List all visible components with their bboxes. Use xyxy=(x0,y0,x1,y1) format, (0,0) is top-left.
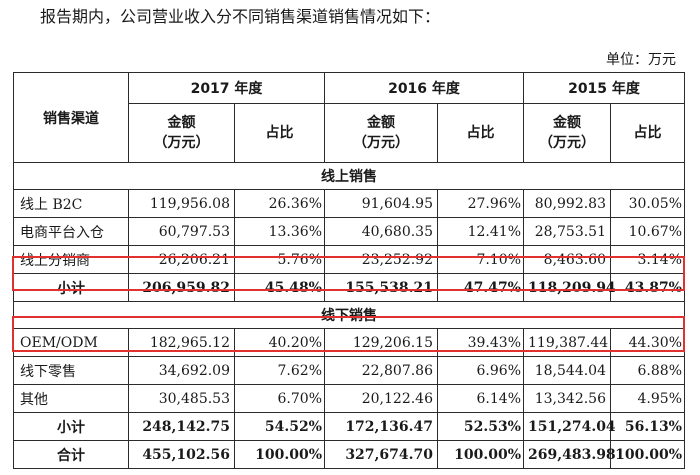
table-row: 线下零售 34,692.09 7.62% 22,807.86 6.96% 18,54… xyxy=(13,356,685,385)
subtotal-row-offline: 小计 248,142.75 54.52% 172,136.47 52.53% 151… xyxy=(13,412,685,441)
header-share: 占比 xyxy=(234,103,325,163)
header-year-2015: 2015 年度 xyxy=(523,72,685,104)
header-year-2017: 2017 年度 xyxy=(128,72,325,104)
section-online: 线上销售 xyxy=(13,162,685,190)
header-amount: 金额 （万元） xyxy=(523,103,611,163)
header-channel: 销售渠道 xyxy=(13,72,129,163)
header-share: 占比 xyxy=(437,103,524,163)
total-row: 合计 455,102.56 100.00% 327,674.70 100.00% 2… xyxy=(13,440,685,469)
header-amount: 金额 （万元） xyxy=(128,103,235,163)
table-row: 线上 B2C 119,956.08 26.36% 91,604.95 27.96% … xyxy=(13,189,685,218)
section-offline: 线下销售 xyxy=(13,301,685,329)
header-share: 占比 xyxy=(610,103,685,163)
intro-text: 报告期内，公司营业收入分不同销售渠道销售情况如下： xyxy=(40,7,441,26)
header-year-2016: 2016 年度 xyxy=(324,72,524,104)
table-row: OEM/ODM 182,965.12 40.20% 129,206.15 39.43… xyxy=(13,328,685,357)
table-row: 电商平台入仓 60,797.53 13.36% 40,680.35 12.41% 2… xyxy=(13,217,685,246)
table-row: 其他 30,485.53 6.70% 20,122.46 6.14% 13,342.… xyxy=(13,384,685,413)
unit-label: 单位：万元 xyxy=(606,52,676,68)
subtotal-row-online: 小计 206,959.82 45.48% 155,538.21 47.47% 118… xyxy=(13,273,685,302)
table-row: 线上分销商 26,206.21 5.76% 23,252.92 7.10% 8,46… xyxy=(13,245,685,274)
header-amount: 金额 （万元） xyxy=(324,103,438,163)
sales-channel-table: 销售渠道 2017 年度 2016 年度 2015 年度 金额 （万元） 占比 金… xyxy=(13,72,685,469)
